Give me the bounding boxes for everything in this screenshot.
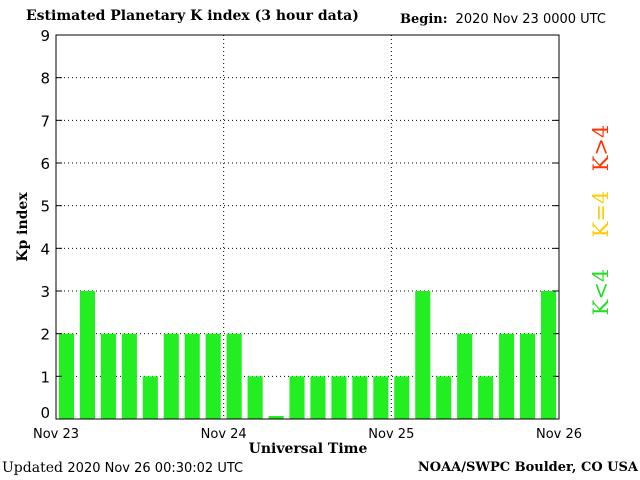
kp-bar: [436, 376, 452, 419]
y-tick-label: 2: [40, 326, 50, 344]
y-tick-label: 4: [40, 240, 50, 258]
kp-bar: [184, 333, 200, 419]
y-tick-label: 1: [40, 368, 50, 386]
plot-frame: [55, 34, 560, 420]
kp-bar: [520, 333, 536, 419]
updated-value: 2020 Nov 26 00:30:02 UTC: [67, 461, 244, 476]
updated-info: Updated 2020 Nov 26 00:30:02 UTC: [2, 460, 243, 476]
x-tick-label: Nov 26: [536, 427, 582, 442]
kp-bar: [226, 333, 242, 419]
y-axis-ticks: 0 1 2 3 4 5 6 7 8 9: [40, 27, 559, 422]
grid-layer: [56, 35, 559, 419]
kp-bar: [499, 333, 515, 419]
begin-label: Begin:: [400, 12, 448, 27]
begin-info: Begin: 2020 Nov 23 0000 UTC: [400, 12, 606, 27]
chart-title: Estimated Planetary K index (3 hour data…: [26, 8, 359, 24]
kp-bar: [457, 333, 473, 419]
y-tick-label: 0: [40, 404, 50, 422]
y-tick-label: 3: [40, 283, 50, 301]
kp-bar: [289, 376, 305, 419]
source-credit: NOAA/SWPC Boulder, CO USA: [417, 460, 638, 475]
updated-label: Updated: [2, 460, 63, 476]
kp-bar: [247, 376, 263, 419]
y-axis-label: Kp index: [15, 192, 31, 262]
kp-bar: [394, 376, 410, 419]
kp-bar: [205, 333, 221, 419]
kp-bar: [142, 376, 158, 419]
legend-k-below: K<4: [589, 269, 613, 316]
x-axis-label: Universal Time: [249, 441, 368, 457]
legend-k-equal: K=4: [589, 191, 613, 238]
kp-bar: [268, 416, 284, 419]
x-tick-label: Nov 25: [368, 427, 414, 442]
kp-bar: [478, 376, 494, 419]
legend-k-above: K>4: [589, 125, 613, 172]
kp-bar: [310, 376, 326, 419]
kp-bar: [121, 333, 137, 419]
y-tick-label: 6: [40, 155, 50, 173]
kp-bar: [331, 376, 347, 419]
y-tick-label: 8: [40, 70, 50, 88]
kp-bar: [79, 291, 95, 419]
y-tick-label: 9: [40, 27, 50, 45]
kp-bar: [58, 333, 75, 419]
kp-bar: [540, 291, 557, 419]
x-tick-label: Nov 23: [33, 427, 79, 442]
x-tick-label: Nov 24: [201, 427, 247, 442]
kp-bar: [100, 333, 116, 419]
y-tick-label: 5: [40, 198, 50, 216]
kp-bar: [415, 291, 431, 419]
x-axis-ticks: Nov 23 Nov 24 Nov 25 Nov 26: [33, 427, 582, 442]
begin-value: 2020 Nov 23 0000 UTC: [455, 12, 606, 27]
kp-bar: [373, 376, 389, 419]
kp-bar: [163, 333, 179, 419]
kp-bar: [352, 376, 368, 419]
y-tick-label: 7: [40, 112, 50, 130]
bar-layer: [58, 291, 557, 419]
kp-chart: 0 1 2 3 4 5 6 7 8 9 Nov 23 Nov 24 Nov 25 Nov 26 Kp i…: [15, 27, 613, 457]
